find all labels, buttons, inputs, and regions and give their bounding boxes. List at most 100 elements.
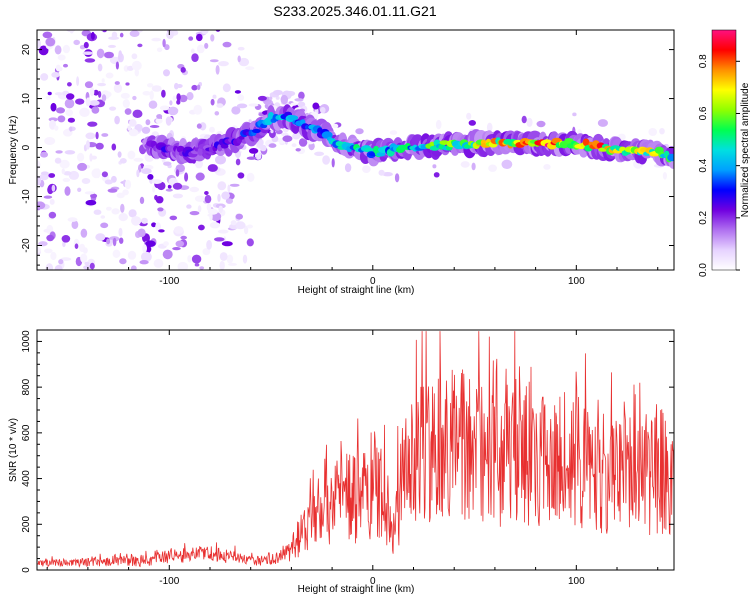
snr-x-label: Height of straight line (km) — [298, 584, 415, 595]
spectral-noise-cell — [64, 150, 76, 155]
spectral-noise-cell — [243, 225, 249, 235]
spectral-noise-cell — [101, 30, 108, 33]
colorbar-tick-label: 0.4 — [698, 158, 709, 172]
spectral-ridge-cell — [667, 153, 674, 162]
spectral-noise-cell — [163, 161, 172, 166]
snr-panel: -100 0 100 0 200 400 600 800 1000 Height of str… — [8, 329, 675, 595]
spectral-noise-cell — [82, 51, 94, 55]
spectral-noise-cell — [156, 181, 166, 191]
spectral-noise-cell — [75, 98, 85, 105]
spectral-noise-cell — [165, 188, 173, 192]
spectral-noise-cell — [221, 241, 233, 247]
spectral-noise-cell — [176, 99, 181, 105]
spectral-noise-cell — [221, 191, 230, 200]
spectral-noise-cell — [237, 55, 241, 63]
spectral-noise-cell — [63, 63, 68, 68]
colorbar: 0.0 0.2 0.4 0.6 0.8 Normalized spectral ampl… — [698, 29, 750, 277]
spectral-ridge-cell — [363, 147, 374, 153]
spectral-noise-cell — [157, 207, 164, 212]
spectral-noise-cell — [172, 95, 176, 102]
spectral-noise-cell — [225, 198, 233, 204]
snr-x-ticks: -100 0 100 — [46, 330, 659, 587]
spectral-noise-cell — [196, 33, 203, 42]
spectral-noise-cell — [119, 258, 127, 265]
spectral-noise-cell — [85, 199, 97, 206]
colorbar-tick-label: 0.2 — [698, 210, 709, 224]
spectral-noise-cell — [115, 61, 119, 70]
colorbar-gradient — [712, 30, 736, 270]
x-tick-label: 0 — [370, 576, 376, 587]
spectral-noise-cell — [234, 90, 241, 94]
spectral-noise-cell — [129, 119, 137, 127]
spectral-noise-cell — [206, 203, 212, 212]
y-tick-label: 800 — [21, 378, 32, 395]
spectral-noise-cell — [139, 260, 149, 265]
spectral-noise-cell — [169, 215, 178, 221]
spectral-noise-cell — [69, 30, 74, 34]
spectral-noise-cell — [204, 194, 212, 204]
spectral-noise-cell — [101, 133, 109, 137]
spectral-noise-cell — [101, 94, 107, 102]
spectral-noise-cell — [257, 95, 267, 101]
spectral-noise-cell — [166, 30, 174, 40]
spectral-noise-cell — [97, 63, 103, 72]
spectral-noise-cell — [237, 172, 245, 179]
spectral-noise-cell — [248, 148, 259, 154]
spectral-noise-cell — [151, 37, 162, 42]
spectral-noise-cell — [38, 241, 48, 247]
spectral-noise-cell — [67, 82, 72, 87]
spectral-noise-cell — [119, 32, 124, 38]
spectral-noise-cell — [291, 143, 297, 148]
spectral-noise-cell — [173, 226, 184, 234]
spectral-ridge-cell — [197, 147, 203, 156]
spectral-noise-cell — [108, 44, 116, 48]
spectral-noise-cell — [39, 173, 49, 181]
spectral-noise-cell — [183, 21, 187, 30]
spectral-noise-cell — [89, 87, 95, 97]
spectral-noise-cell — [543, 164, 551, 170]
spectral-noise-cell — [155, 222, 162, 232]
spectral-noise-cell — [43, 195, 53, 199]
spectral-noise-cell — [526, 117, 533, 127]
spectral-noise-cell — [305, 141, 314, 145]
spectral-ridge-cell — [376, 152, 386, 157]
spectrogram-y-label: Frequency (Hz) — [8, 116, 19, 185]
spectral-noise-cell — [69, 126, 73, 132]
spectral-noise-cell — [142, 244, 148, 253]
spectral-noise-cell — [85, 140, 90, 150]
spectral-noise-cell — [199, 266, 205, 270]
spectral-noise-cell — [124, 179, 132, 190]
spectral-noise-cell — [209, 222, 220, 229]
spectral-noise-cell — [162, 249, 173, 260]
spectral-noise-cell — [246, 224, 253, 229]
snr-frame — [36, 329, 675, 571]
y-tick-label: 1000 — [21, 330, 32, 353]
spectral-noise-cell — [80, 253, 88, 263]
spectral-noise-cell — [131, 53, 138, 60]
spectral-noise-cell — [84, 81, 94, 89]
spectral-noise-cell — [536, 120, 546, 128]
spectral-noise-cell — [237, 46, 245, 51]
spectral-noise-cell — [111, 31, 118, 39]
spectral-noise-cell — [147, 174, 154, 180]
spectral-noise-cell — [163, 69, 170, 77]
spectral-ridge-cell — [252, 128, 261, 134]
spectral-noise-cell — [238, 57, 250, 67]
spectral-noise-cell — [43, 228, 52, 233]
spectral-noise-cell — [217, 181, 227, 191]
spectral-noise-cell — [165, 116, 172, 126]
spectral-noise-cell — [97, 82, 106, 87]
spectral-noise-cell — [186, 204, 192, 209]
spectral-noise-cell — [82, 247, 88, 254]
spectral-noise-cell — [217, 229, 229, 234]
spectral-noise-cell — [202, 248, 211, 256]
y-tick-label: 600 — [21, 424, 32, 441]
spectral-noise-cell — [194, 263, 200, 267]
spectral-noise-cell — [174, 82, 179, 90]
spectral-noise-cell — [112, 249, 121, 258]
spectral-noise-cell — [137, 228, 146, 238]
snr-y-ticks: 0 200 400 600 800 1000 — [21, 330, 674, 573]
spectral-noise-cell — [322, 155, 330, 165]
spectral-noise-cell — [61, 168, 65, 175]
spectral-noise-cell — [100, 222, 109, 229]
